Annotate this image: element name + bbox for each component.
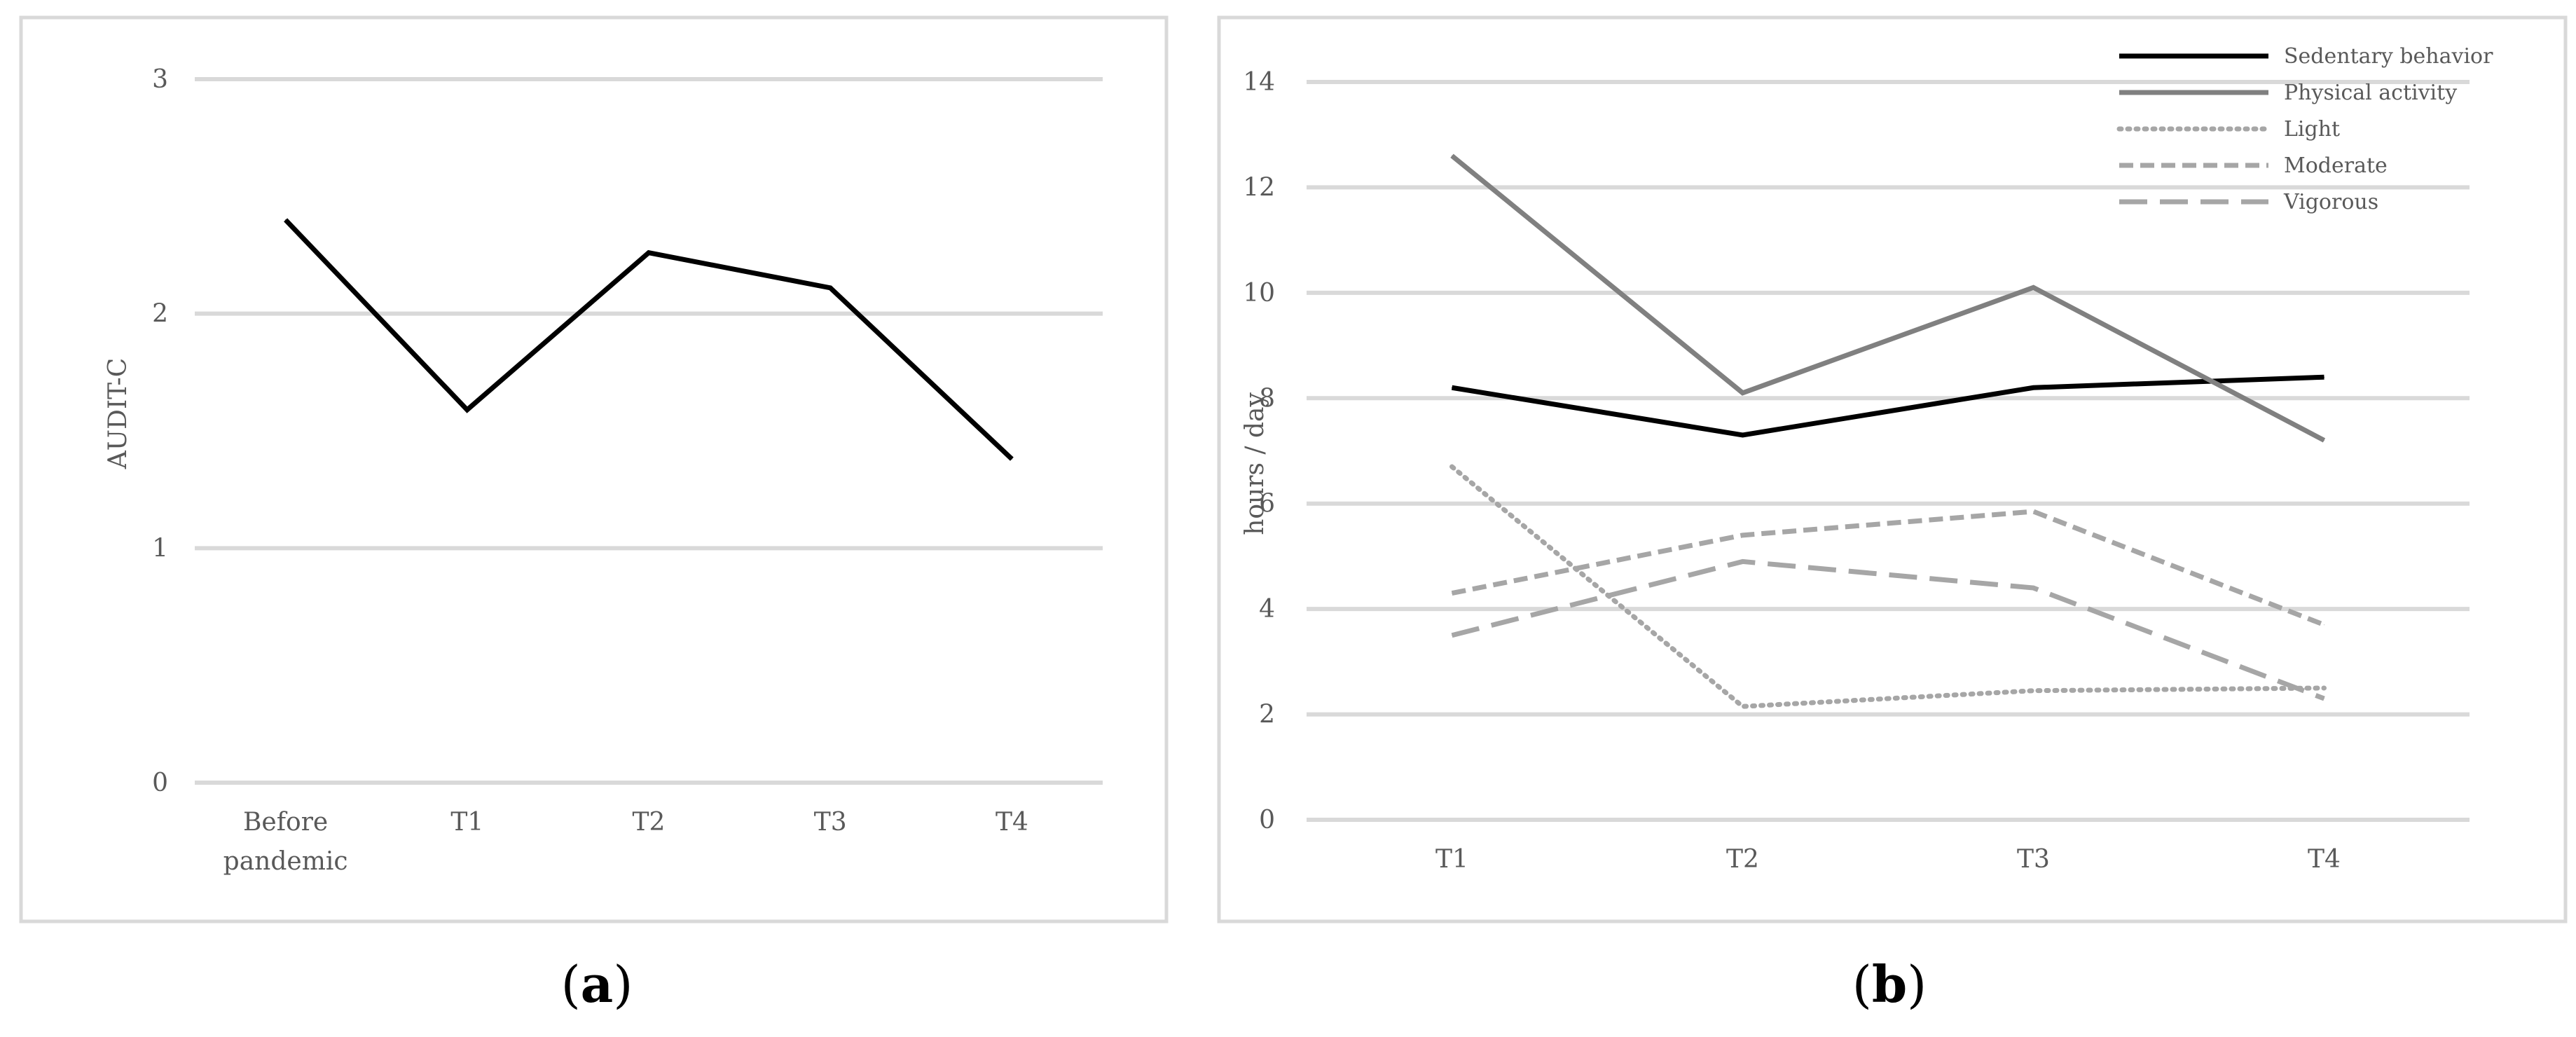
panel-b-y-axis-title: hours / day [1241,392,1269,535]
data-point [829,287,831,289]
x-tick-label: T1 [1435,845,1468,874]
panel-b-gridlines [1307,80,2470,822]
data-point [1742,561,1743,562]
data-point [1742,392,1743,394]
series-line [1450,153,2326,443]
panel-a-y-ticks: 0 1 2 3 [152,65,168,797]
x-tick-label: T2 [1726,845,1759,874]
data-point [2033,690,2034,692]
x-tick-label: T3 [2017,845,2050,874]
panel-a-label: (a) [560,954,633,1014]
series-line [1451,558,2325,701]
data-point [1742,706,1743,707]
panel-b-frame [1217,15,2568,923]
panel-a-y-axis-title: AUDIT-C [104,358,132,470]
x-tick-label: T4 [996,808,1028,837]
panel-b-label: (b) [1852,954,1927,1014]
y-tick-label: 12 [1243,173,1275,202]
x-tick-label: T4 [2308,845,2341,874]
x-tick-label: T1 [450,808,483,837]
panel-b-y-ticks: 0 2 4 6 8 10 12 14 [1243,68,1275,835]
y-tick-label: 10 [1243,279,1275,308]
panel-a-gridlines [195,77,1103,785]
legend-label: Physical activity [2284,81,2457,105]
x-tick-label: T2 [633,808,666,837]
chart-panel-b: 0 2 4 6 8 10 12 14 T1 T2 T3 T4 hours / day Sedenta… [1217,15,2568,923]
data-point [2033,587,2034,589]
data-point [2033,287,2034,288]
panel-a-x-ticks: Before pandemic T1 T2 T3 T4 [223,808,1028,876]
y-tick-label: 3 [152,65,168,94]
y-tick-label: 6 [1259,490,1275,518]
y-tick-label: 0 [152,769,168,797]
panel-a-frame [19,15,1169,923]
data-point [2033,387,2034,388]
panel-b-legend: Sedentary behavior Physical activity Light… [2116,44,2493,214]
panel-a-series [284,218,1014,461]
series-line [1451,509,2325,627]
panel-b-letter: b [1871,954,1908,1014]
y-tick-label: 2 [1259,701,1275,729]
panel-a-letter: a [580,954,614,1014]
legend-label: Light [2284,117,2340,142]
x-tick-label: Before pandemic [223,808,348,876]
x-tick-label: T3 [814,808,847,837]
y-tick-label: 14 [1243,68,1275,97]
legend-label: Vigorous [2283,190,2378,214]
y-tick-label: 0 [1259,806,1275,835]
panel-b-x-ticks: T1 T2 T3 T4 [1435,845,2341,874]
data-point [1742,434,1743,436]
y-tick-label: 2 [152,300,168,329]
panel-b-series [1449,153,2327,709]
series-line [1451,374,2324,438]
chart-panel-a: 0 1 2 3 Before pandemic T1 T2 T3 T4 AUDIT-C [19,15,1169,923]
legend-label: Sedentary behavior [2284,44,2493,69]
data-point [285,219,287,221]
series-line [1449,464,2327,709]
legend-label: Moderate [2284,153,2388,178]
y-tick-label: 4 [1259,595,1275,624]
y-tick-label: 1 [152,534,168,563]
y-tick-label: 8 [1259,384,1275,413]
